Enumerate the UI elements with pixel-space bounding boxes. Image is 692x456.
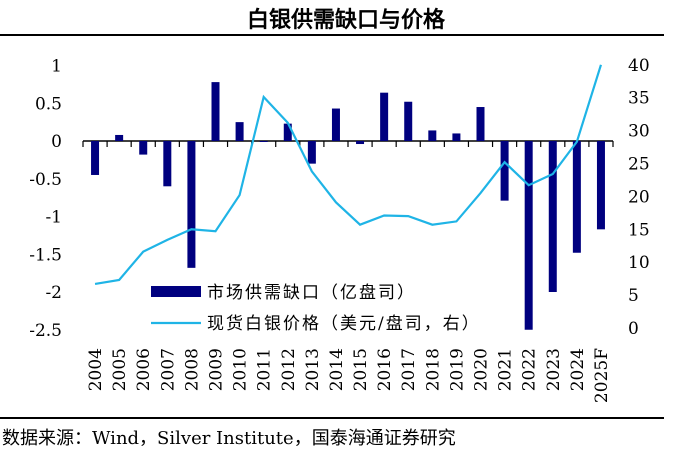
right-tick-label: 15 [628,220,650,240]
left-tick-label: -1.5 [29,245,62,265]
x-tick-label: 2014 [327,348,347,391]
bar-2015 [356,141,365,145]
left-tick-label: -0.5 [29,170,62,190]
right-tick-label: 0 [628,319,639,339]
x-tick-label: 2015 [351,348,371,391]
bottom-divider [0,417,664,419]
x-tick-label: 2018 [423,348,443,391]
legend-bar-swatch [151,286,201,297]
x-tick-label: 2007 [158,348,178,391]
legend-bar-label: 市场供需缺口（亿盘司） [207,283,416,303]
bar-2025F [596,141,605,230]
bar-2005 [115,134,124,141]
x-tick-label: 2010 [231,348,251,391]
source-note: 数据来源：Wind，Silver Institute，国泰海通证券研究 [2,428,456,449]
bar-2020 [476,107,485,141]
left-tick-label: -2 [45,283,62,303]
x-tick-label: 2005 [110,348,130,391]
bar-2016 [380,92,389,141]
right-tick-label: 25 [628,155,650,175]
price-line [94,64,603,285]
right-tick-label: 30 [628,122,650,142]
x-tick-label: 2008 [182,348,202,391]
x-tick-label: 2012 [279,348,299,391]
right-tick-label: 20 [628,187,650,207]
x-tick-label: 2019 [447,348,467,391]
x-tick-label: 2011 [255,348,275,391]
x-tick-label: 2022 [520,348,540,391]
chart-title: 白银供需缺口与价格 [246,7,445,33]
bar-2011 [259,141,268,142]
x-tick-label: 2023 [544,348,564,391]
left-tick-label: 0 [51,132,62,152]
bar-2024 [572,141,581,253]
bar-2004 [91,141,100,175]
right-tick-label: 5 [628,286,639,306]
x-tick-label: 2004 [86,348,106,391]
right-tick-label: 10 [628,253,650,273]
bar-2010 [235,122,244,141]
x-tick-label: 2025F [592,348,612,403]
right-tick-label: 35 [628,89,650,109]
x-tick-label: 2020 [472,348,492,391]
x-tick-label: 2016 [375,348,395,391]
left-tick-label: 0.5 [35,94,62,114]
bar-2021 [500,141,509,201]
bar-2022 [524,141,533,330]
x-tick-label: 2021 [496,348,516,391]
x-tick-label: 2024 [568,348,588,391]
x-tick-label: 2009 [207,348,227,391]
left-tick-label: -1 [45,208,62,228]
bar-2012 [283,123,292,141]
bar-2009 [211,82,220,141]
top-divider [0,34,664,36]
x-tick-label: 2017 [399,348,419,391]
bar-2019 [452,133,461,141]
right-tick-label: 40 [628,56,650,76]
bar-2017 [404,101,413,141]
bar-2018 [428,130,437,141]
bar-2006 [139,141,148,155]
bar-2013 [307,141,316,164]
left-tick-label: 1 [51,57,62,77]
left-tick-label: -2.5 [29,321,62,341]
bar-2023 [548,141,557,292]
x-tick-label: 2006 [134,348,154,391]
bar-2008 [187,141,196,268]
legend-line-label: 现货白银价格（美元/盘司，右） [207,314,481,334]
bar-2014 [331,108,340,141]
x-tick-label: 2013 [303,348,323,391]
bar-2007 [163,141,172,187]
